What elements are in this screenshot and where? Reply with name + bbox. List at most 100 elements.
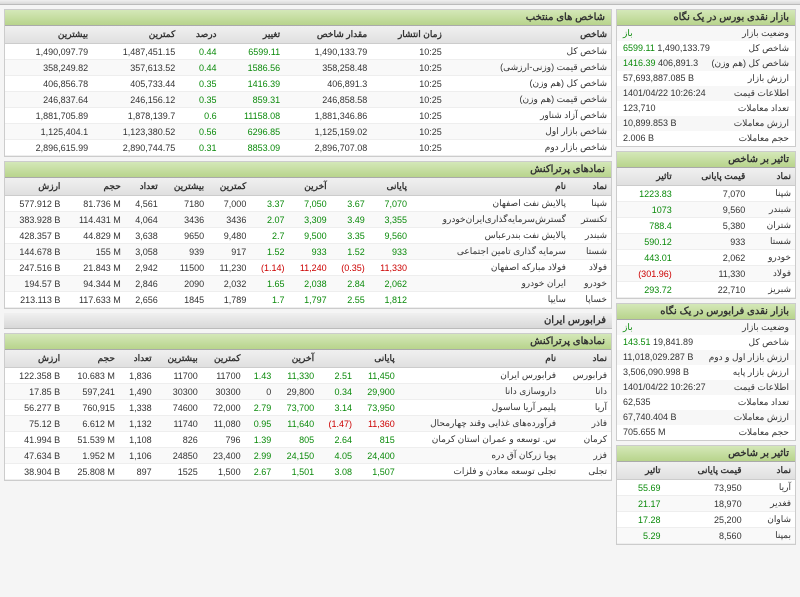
col-header: نماد — [746, 462, 795, 480]
kv-value: 1416.39 406,891.3 — [623, 58, 698, 69]
cell: پالایش نفت بندرعباس — [411, 228, 570, 244]
table-row[interactable]: شاخص آزاد شناور10:251,881,346.8611158.08… — [5, 108, 611, 124]
value: 57,693,887.085 B — [623, 73, 694, 83]
symbol[interactable]: آریا — [560, 400, 611, 416]
table-row[interactable]: فغدیر18,97021.17 — [617, 496, 795, 512]
symbol[interactable]: کرمان — [560, 432, 611, 448]
cell: 2,032 — [208, 276, 250, 292]
table-row[interactable]: شستاسرمایه گذاری تامین اجتماعی9331.52933… — [5, 244, 611, 260]
symbol[interactable]: شاوان — [746, 512, 795, 528]
delta: 6599.11 — [623, 43, 657, 53]
symbol[interactable]: شبندر — [749, 202, 795, 218]
cell: 1.39 — [245, 432, 276, 448]
table-row[interactable]: شاخص قیمت (هم وزن)10:25246,858.58859.310… — [5, 92, 611, 108]
cell[interactable]: شاخص کل (هم وزن) — [446, 76, 611, 92]
cell: 6599.11 — [221, 44, 285, 60]
impact: 1223.83 — [617, 186, 676, 202]
table-row[interactable]: فزرپویا زرکان آق دره24,4004.0524,1502.99… — [5, 448, 611, 464]
impact: 5.29 — [617, 528, 665, 544]
cell[interactable]: شاخص بازار اول — [446, 124, 611, 140]
cell: 144.678 B — [5, 244, 64, 260]
symbol[interactable]: تکنستر — [570, 212, 611, 228]
table-row[interactable]: شاخص بازار دوم10:252,896,707.088853.090.… — [5, 140, 611, 156]
table-row[interactable]: شاخص کل (هم وزن)10:25406,891.31416.390.3… — [5, 76, 611, 92]
symbol[interactable]: شبندر — [570, 228, 611, 244]
kv-row: حجم معاملات705.655 M — [617, 425, 795, 440]
cell: 10:25 — [371, 92, 446, 108]
table-row[interactable]: شاخص قیمت (وزنی-ارزشی)10:25358,258.48158… — [5, 60, 611, 76]
symbol[interactable]: فرابورس — [560, 368, 611, 384]
table-row[interactable]: فولادفولاد مبارکه اصفهان11,330(0.35)11,2… — [5, 260, 611, 276]
cell[interactable]: شاخص کل — [446, 44, 611, 60]
cell: 2.07 — [250, 212, 288, 228]
cell: 246,837.64 — [5, 92, 92, 108]
table-row[interactable]: خودروایران‌ خودرو2,0622.842,0381.652,032… — [5, 276, 611, 292]
kv-row: حجم معاملات2.006 B — [617, 131, 795, 146]
symbol[interactable]: خودرو — [749, 250, 795, 266]
cell: 44.829 M — [64, 228, 124, 244]
cell[interactable]: شاخص بازار دوم — [446, 140, 611, 156]
cell: 38.904 B — [5, 464, 64, 480]
table-row[interactable]: آریاپلیمر آریا ساسول73,9503.1473,7002.79… — [5, 400, 611, 416]
table-row[interactable]: خودرو2,062443.01 — [617, 250, 795, 266]
symbol[interactable]: فزر — [560, 448, 611, 464]
table-row[interactable]: شتران5,380788.4 — [617, 218, 795, 234]
kv-label: حجم معاملات — [739, 427, 789, 438]
table-row[interactable]: کرمانس. توسعه و عمران استان کرمان8152.64… — [5, 432, 611, 448]
symbol[interactable]: دانا — [560, 384, 611, 400]
table-row[interactable]: فرابورسفرابورس ایران11,4502.5111,3301.43… — [5, 368, 611, 384]
table-row[interactable]: شستا933590.12 — [617, 234, 795, 250]
symbol[interactable]: شپنا — [570, 196, 611, 212]
cell: 2090 — [162, 276, 208, 292]
symbol[interactable]: شستا — [570, 244, 611, 260]
symbol[interactable]: خساپا — [570, 292, 611, 308]
table-row[interactable]: شاوان25,20017.28 — [617, 512, 795, 528]
symbol[interactable]: تجلی — [560, 464, 611, 480]
symbol[interactable]: شتران — [749, 218, 795, 234]
cell: 24,400 — [356, 448, 399, 464]
symbol[interactable]: فاذر — [560, 416, 611, 432]
cell[interactable]: شاخص قیمت (وزنی-ارزشی) — [446, 60, 611, 76]
cell[interactable]: شاخص قیمت (هم وزن) — [446, 92, 611, 108]
table-row[interactable]: تکنسترگسترش‌سرمایه‌گذاری‌ایران‌خودرو3,35… — [5, 212, 611, 228]
table-row[interactable]: شبریز22,710293.72 — [617, 282, 795, 298]
cell: 1.65 — [250, 276, 288, 292]
table-row[interactable]: شاخص کل10:251,490,133.796599.110.441,487… — [5, 44, 611, 60]
cell: 11,640 — [275, 416, 318, 432]
table-row[interactable]: شپنا7,0701223.83 — [617, 186, 795, 202]
table-row[interactable]: شبندر9,5601073 — [617, 202, 795, 218]
cell[interactable]: شاخص آزاد شناور — [446, 108, 611, 124]
cell: 3436 — [208, 212, 250, 228]
table-row[interactable]: شاخص بازار اول10:251,125,159.026296.850.… — [5, 124, 611, 140]
table-row[interactable]: بمپنا8,5605.29 — [617, 528, 795, 544]
cell: 3,638 — [125, 228, 162, 244]
table-row[interactable]: فاذرفرآورده‌های غذایی وقند چهارمحال11,36… — [5, 416, 611, 432]
symbol[interactable]: آریا — [746, 480, 795, 496]
symbol[interactable]: فولاد — [570, 260, 611, 276]
cell: 51.539 M — [64, 432, 119, 448]
table-row[interactable]: آریا73,95055.69 — [617, 480, 795, 496]
cell: 11,080 — [202, 416, 245, 432]
cell: 2,656 — [125, 292, 162, 308]
col-header: تاثیر — [617, 462, 665, 480]
symbol[interactable]: شپنا — [749, 186, 795, 202]
col-header: تعداد — [125, 178, 162, 196]
symbol[interactable]: شستا — [749, 234, 795, 250]
table-row[interactable]: شبندرپالایش نفت بندرعباس9,5603.359,5002.… — [5, 228, 611, 244]
table-row[interactable]: تجلیتجلی توسعه معادن و فلزات1,5073.081,5… — [5, 464, 611, 480]
symbol[interactable]: بمپنا — [746, 528, 795, 544]
table-row[interactable]: خساپاسایپا1,8122.551,7971.71,78918452,65… — [5, 292, 611, 308]
symbol[interactable]: فغدیر — [746, 496, 795, 512]
symbol[interactable]: فولاد — [749, 266, 795, 282]
table-row[interactable]: فولاد11,330(301.96) — [617, 266, 795, 282]
left-panel-1: نمادهای پرتراکنشنمادنامپایانیآخرینکمترین… — [4, 161, 612, 309]
table-row[interactable]: داناداروسازی دانا29,9000.3429,8000303003… — [5, 384, 611, 400]
impact: 590.12 — [617, 234, 676, 250]
main-container: بازار نقدی بورس در یک نگاهوضعیت بازارباز… — [0, 5, 800, 549]
symbol[interactable]: خودرو — [570, 276, 611, 292]
cell: 917 — [208, 244, 250, 260]
data-table: شاخصزمان انتشارمقدار شاخصتغییردرصدکمترین… — [5, 26, 611, 156]
cell: 7,070 — [369, 196, 411, 212]
table-row[interactable]: شپناپالایش نفت اصفهان7,0703.677,0503.377… — [5, 196, 611, 212]
symbol[interactable]: شبریز — [749, 282, 795, 298]
